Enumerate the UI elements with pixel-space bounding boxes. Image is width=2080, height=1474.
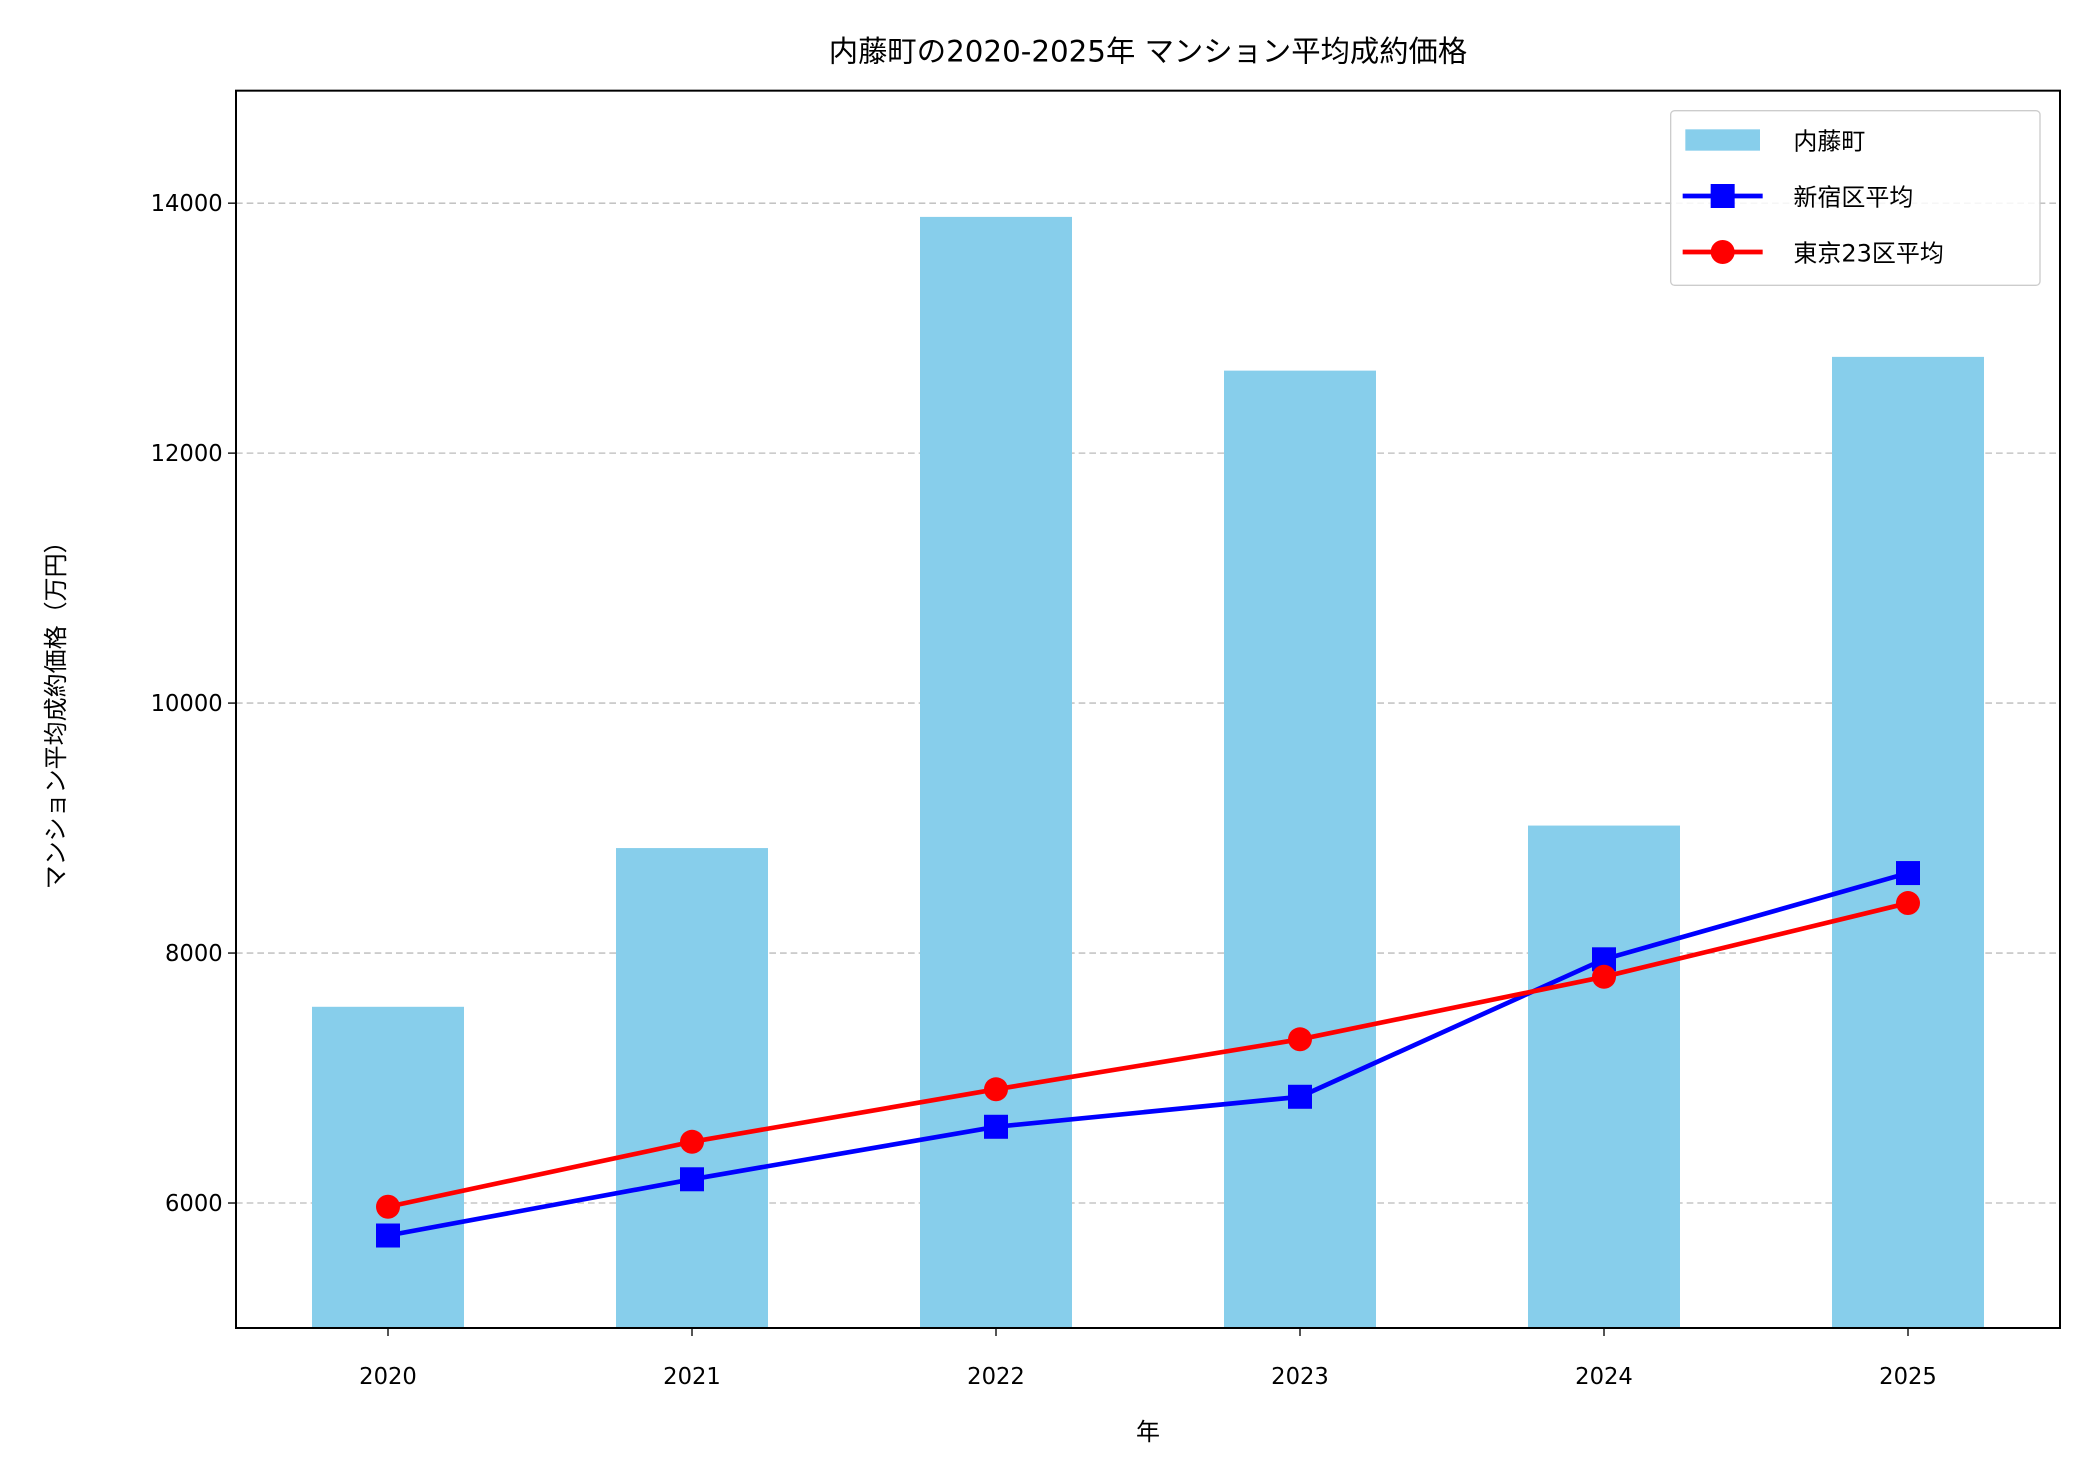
data-point [376,1194,400,1219]
data-point [1288,1084,1312,1109]
lines [376,861,1920,1248]
chart-title: 内藤町の2020-2025年 マンション平均成約価格 [829,34,1467,68]
legend-label: 新宿区平均 [1793,183,1913,211]
x-tick-label: 2023 [1271,1364,1329,1390]
data-point [1896,861,1920,886]
data-point [984,1077,1008,1102]
y-axis: 6000 8000 10000 12000 14000 [151,191,236,1217]
series-line [387,870,1909,1238]
bar [616,848,768,1328]
x-tick-label: 2025 [1879,1364,1937,1390]
bar [1832,356,1984,1328]
grid [236,202,2060,1204]
data-point [984,1114,1008,1139]
legend-label: 内藤町 [1793,127,1865,155]
x-tick-label: 2024 [1575,1364,1633,1390]
legend-swatch [1685,129,1760,151]
data-point [376,1223,400,1248]
legend-frame [1670,110,2041,286]
data-point [1592,964,1616,989]
data-point [680,1129,704,1154]
bar [312,1006,464,1328]
data-point [680,1167,704,1192]
plot-frame [235,89,2061,1329]
legend-marker [1710,240,1735,264]
series-line [387,900,1909,1210]
bar [1528,825,1680,1328]
data-point [1896,891,1920,916]
legend-label: 東京23区平均 [1793,239,1944,267]
bar [1224,370,1376,1329]
y-tick-label: 14000 [151,191,223,217]
data-point [1288,1027,1312,1052]
y-tick-label: 12000 [151,441,223,467]
x-tick-label: 2022 [967,1364,1025,1390]
bar [920,216,1072,1328]
y-axis-label: マンション平均成約価格（万円） [42,529,70,889]
y-tick-label: 10000 [151,691,223,717]
y-tick-label: 8000 [165,941,223,967]
y-tick-label: 6000 [165,1191,223,1217]
x-tick-label: 2021 [663,1364,721,1390]
x-tick-label: 2020 [359,1364,417,1390]
x-axis: 2020 2021 2022 2023 2024 2025 [359,1328,1937,1390]
legend-marker [1710,184,1735,208]
bars [312,216,1984,1329]
x-axis-label: 年 [1136,1418,1160,1446]
